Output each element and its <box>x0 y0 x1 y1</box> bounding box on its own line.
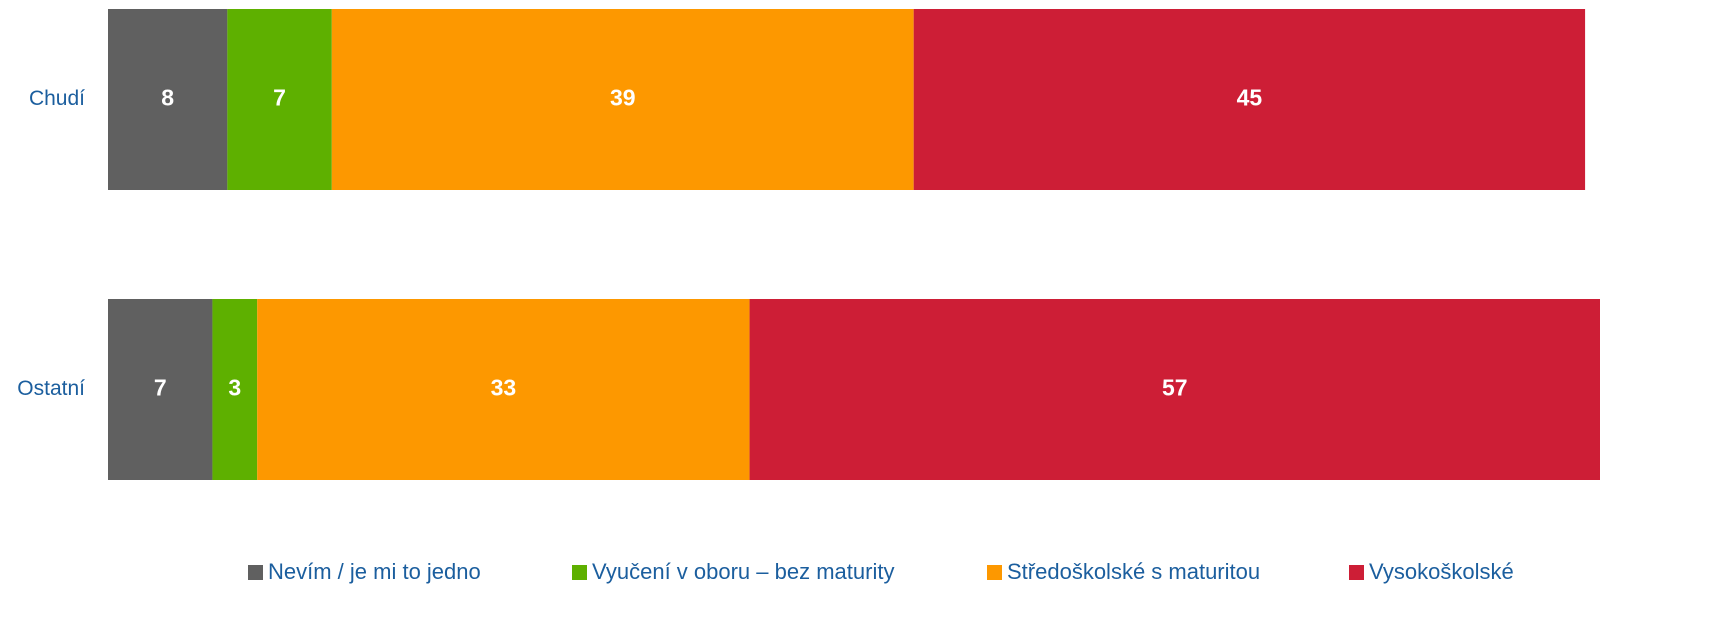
bar-segment <box>108 299 213 480</box>
bar-segment <box>913 9 1586 190</box>
bar-segment <box>227 9 332 190</box>
data-label: 39 <box>610 85 636 111</box>
legend-label: Vyučení v oboru – bez maturity <box>592 559 894 584</box>
bar-segment <box>108 9 228 190</box>
bar-segment <box>331 9 914 190</box>
bar-segment <box>212 299 258 480</box>
category-label: Ostatní <box>17 377 85 400</box>
data-label: 3 <box>228 375 241 401</box>
data-label: 8 <box>161 85 174 111</box>
legend-label: Nevím / je mi to jedno <box>268 559 481 584</box>
legend-label: Středoškolské s maturitou <box>1007 559 1260 584</box>
data-label: 7 <box>154 375 167 401</box>
legend-swatch <box>987 565 1002 580</box>
data-label: 57 <box>1162 375 1188 401</box>
data-label: 45 <box>1237 85 1263 111</box>
bar-segment <box>749 299 1600 480</box>
legend-swatch <box>1349 565 1364 580</box>
legend-swatch <box>572 565 587 580</box>
data-label: 33 <box>491 375 517 401</box>
legend-swatch <box>248 565 263 580</box>
bar-segment <box>257 299 750 480</box>
data-label: 7 <box>273 85 286 111</box>
category-label: Chudí <box>29 87 85 110</box>
legend-label: Vysokoškolské <box>1369 559 1514 584</box>
